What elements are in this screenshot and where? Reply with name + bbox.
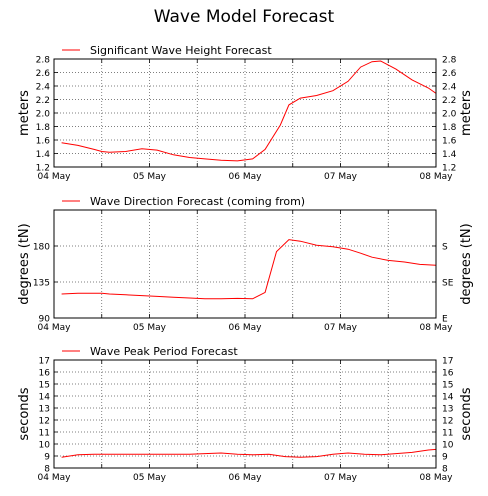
y-tick-label: 16 <box>39 369 51 379</box>
x-tick-label: 06 May <box>229 473 263 483</box>
right-y-tick-label: 2.4 <box>442 83 457 93</box>
series-line <box>61 448 436 458</box>
y-tick-label: 90 <box>39 315 51 325</box>
x-tick-label: 07 May <box>324 172 358 182</box>
right-y-tick-label: 1.6 <box>442 137 457 147</box>
x-tick-label: 05 May <box>133 323 167 333</box>
y-tick-label: 9 <box>44 453 50 463</box>
y-tick-label: 135 <box>33 279 50 289</box>
right-y-tick-label: 16 <box>442 369 454 379</box>
y-tick-label: 2.8 <box>36 56 51 66</box>
axes-frame <box>53 359 437 469</box>
right-y-tick-label: 2.2 <box>442 96 456 106</box>
right-y-tick-label: 12 <box>442 417 453 427</box>
x-tick-label: 08 May <box>420 172 454 182</box>
x-tick-label: 08 May <box>420 323 454 333</box>
y-axis-label-left: meters <box>17 90 32 136</box>
right-y-tick-label: 9 <box>442 453 448 463</box>
right-y-tick-label: 11 <box>442 429 453 439</box>
y-tick-label: 2.4 <box>36 83 51 93</box>
y-tick-label: 2.2 <box>36 96 50 106</box>
y-tick-label: 180 <box>33 243 50 253</box>
x-tick-label: 04 May <box>38 323 72 333</box>
y-tick-label: 15 <box>39 381 50 391</box>
y-tick-label: 8 <box>44 465 50 475</box>
y-axis-label-right: seconds <box>459 387 474 440</box>
x-tick-label: 05 May <box>133 473 167 483</box>
x-tick-label: 05 May <box>133 172 167 182</box>
right-y-tick-label: 2.8 <box>442 56 457 66</box>
right-y-tick-label: 14 <box>442 393 454 403</box>
y-tick-label: 2.6 <box>36 69 51 79</box>
x-tick-label: 08 May <box>420 473 454 483</box>
y-tick-label: 1.6 <box>36 137 51 147</box>
right-y-tick-label: 1.4 <box>442 150 457 160</box>
right-y-tick-label: 2.6 <box>442 69 457 79</box>
x-tick-label: 04 May <box>38 473 72 483</box>
y-tick-label: 1.2 <box>36 164 50 174</box>
figure-title: Wave Model Forecast <box>153 7 335 27</box>
right-y-tick-label: 2.0 <box>442 110 457 120</box>
chart-panel-3: 8 9 10 11 12 13 14 15 16 17 8 9 10 11 12 13 14 15 16 17 04 M… <box>17 345 474 483</box>
x-tick-label: 06 May <box>229 172 263 182</box>
right-y-tick-label: 17 <box>442 357 453 367</box>
legend-label: Significant Wave Height Forecast <box>90 44 272 57</box>
axes-frame <box>53 58 437 168</box>
y-tick-label: 1.4 <box>36 150 51 160</box>
y-tick-label: 14 <box>39 393 51 403</box>
right-y-tick-label: 10 <box>442 441 454 451</box>
y-tick-label: 1.8 <box>36 123 51 133</box>
x-tick-label: 04 May <box>38 172 72 182</box>
y-tick-label: 10 <box>39 441 51 451</box>
y-tick-label: 17 <box>39 357 50 367</box>
right-y-tick-label: SE <box>442 279 454 289</box>
right-y-tick-label: E <box>442 315 448 325</box>
y-axis-label-right: meters <box>459 90 474 136</box>
chart-panel-1: 1.2 1.4 1.6 1.8 2.0 2.2 2.4 2.6 2.8 1.2 1.4 1.6 1.8 2… <box>17 44 474 182</box>
x-tick-label: 07 May <box>324 473 358 483</box>
y-axis-label-left: seconds <box>17 387 32 440</box>
y-tick-label: 2.0 <box>36 110 51 120</box>
right-y-tick-label: 15 <box>442 381 453 391</box>
legend-label: Wave Peak Period Forecast <box>90 345 238 358</box>
chart-panel-2: 90 135 180 E SE S 04 May 05 May 06 May 07 May 08 M… <box>17 195 474 333</box>
right-y-tick-label: 13 <box>442 405 453 415</box>
y-axis-label-right: degrees (tN) <box>459 223 474 304</box>
right-y-tick-label: 1.8 <box>442 123 457 133</box>
right-y-tick-label: 8 <box>442 465 448 475</box>
right-y-tick-label: 1.2 <box>442 164 456 174</box>
y-tick-label: 11 <box>39 429 50 439</box>
y-axis-label-left: degrees (tN) <box>17 223 32 304</box>
y-tick-label: 13 <box>39 405 50 415</box>
x-tick-label: 07 May <box>324 323 358 333</box>
legend-label: Wave Direction Forecast (coming from) <box>90 195 305 208</box>
right-y-tick-label: S <box>442 243 448 253</box>
x-tick-label: 06 May <box>229 323 263 333</box>
y-tick-label: 12 <box>39 417 50 427</box>
axes-frame <box>53 209 437 319</box>
series-line <box>61 239 436 300</box>
series-line <box>61 60 436 162</box>
